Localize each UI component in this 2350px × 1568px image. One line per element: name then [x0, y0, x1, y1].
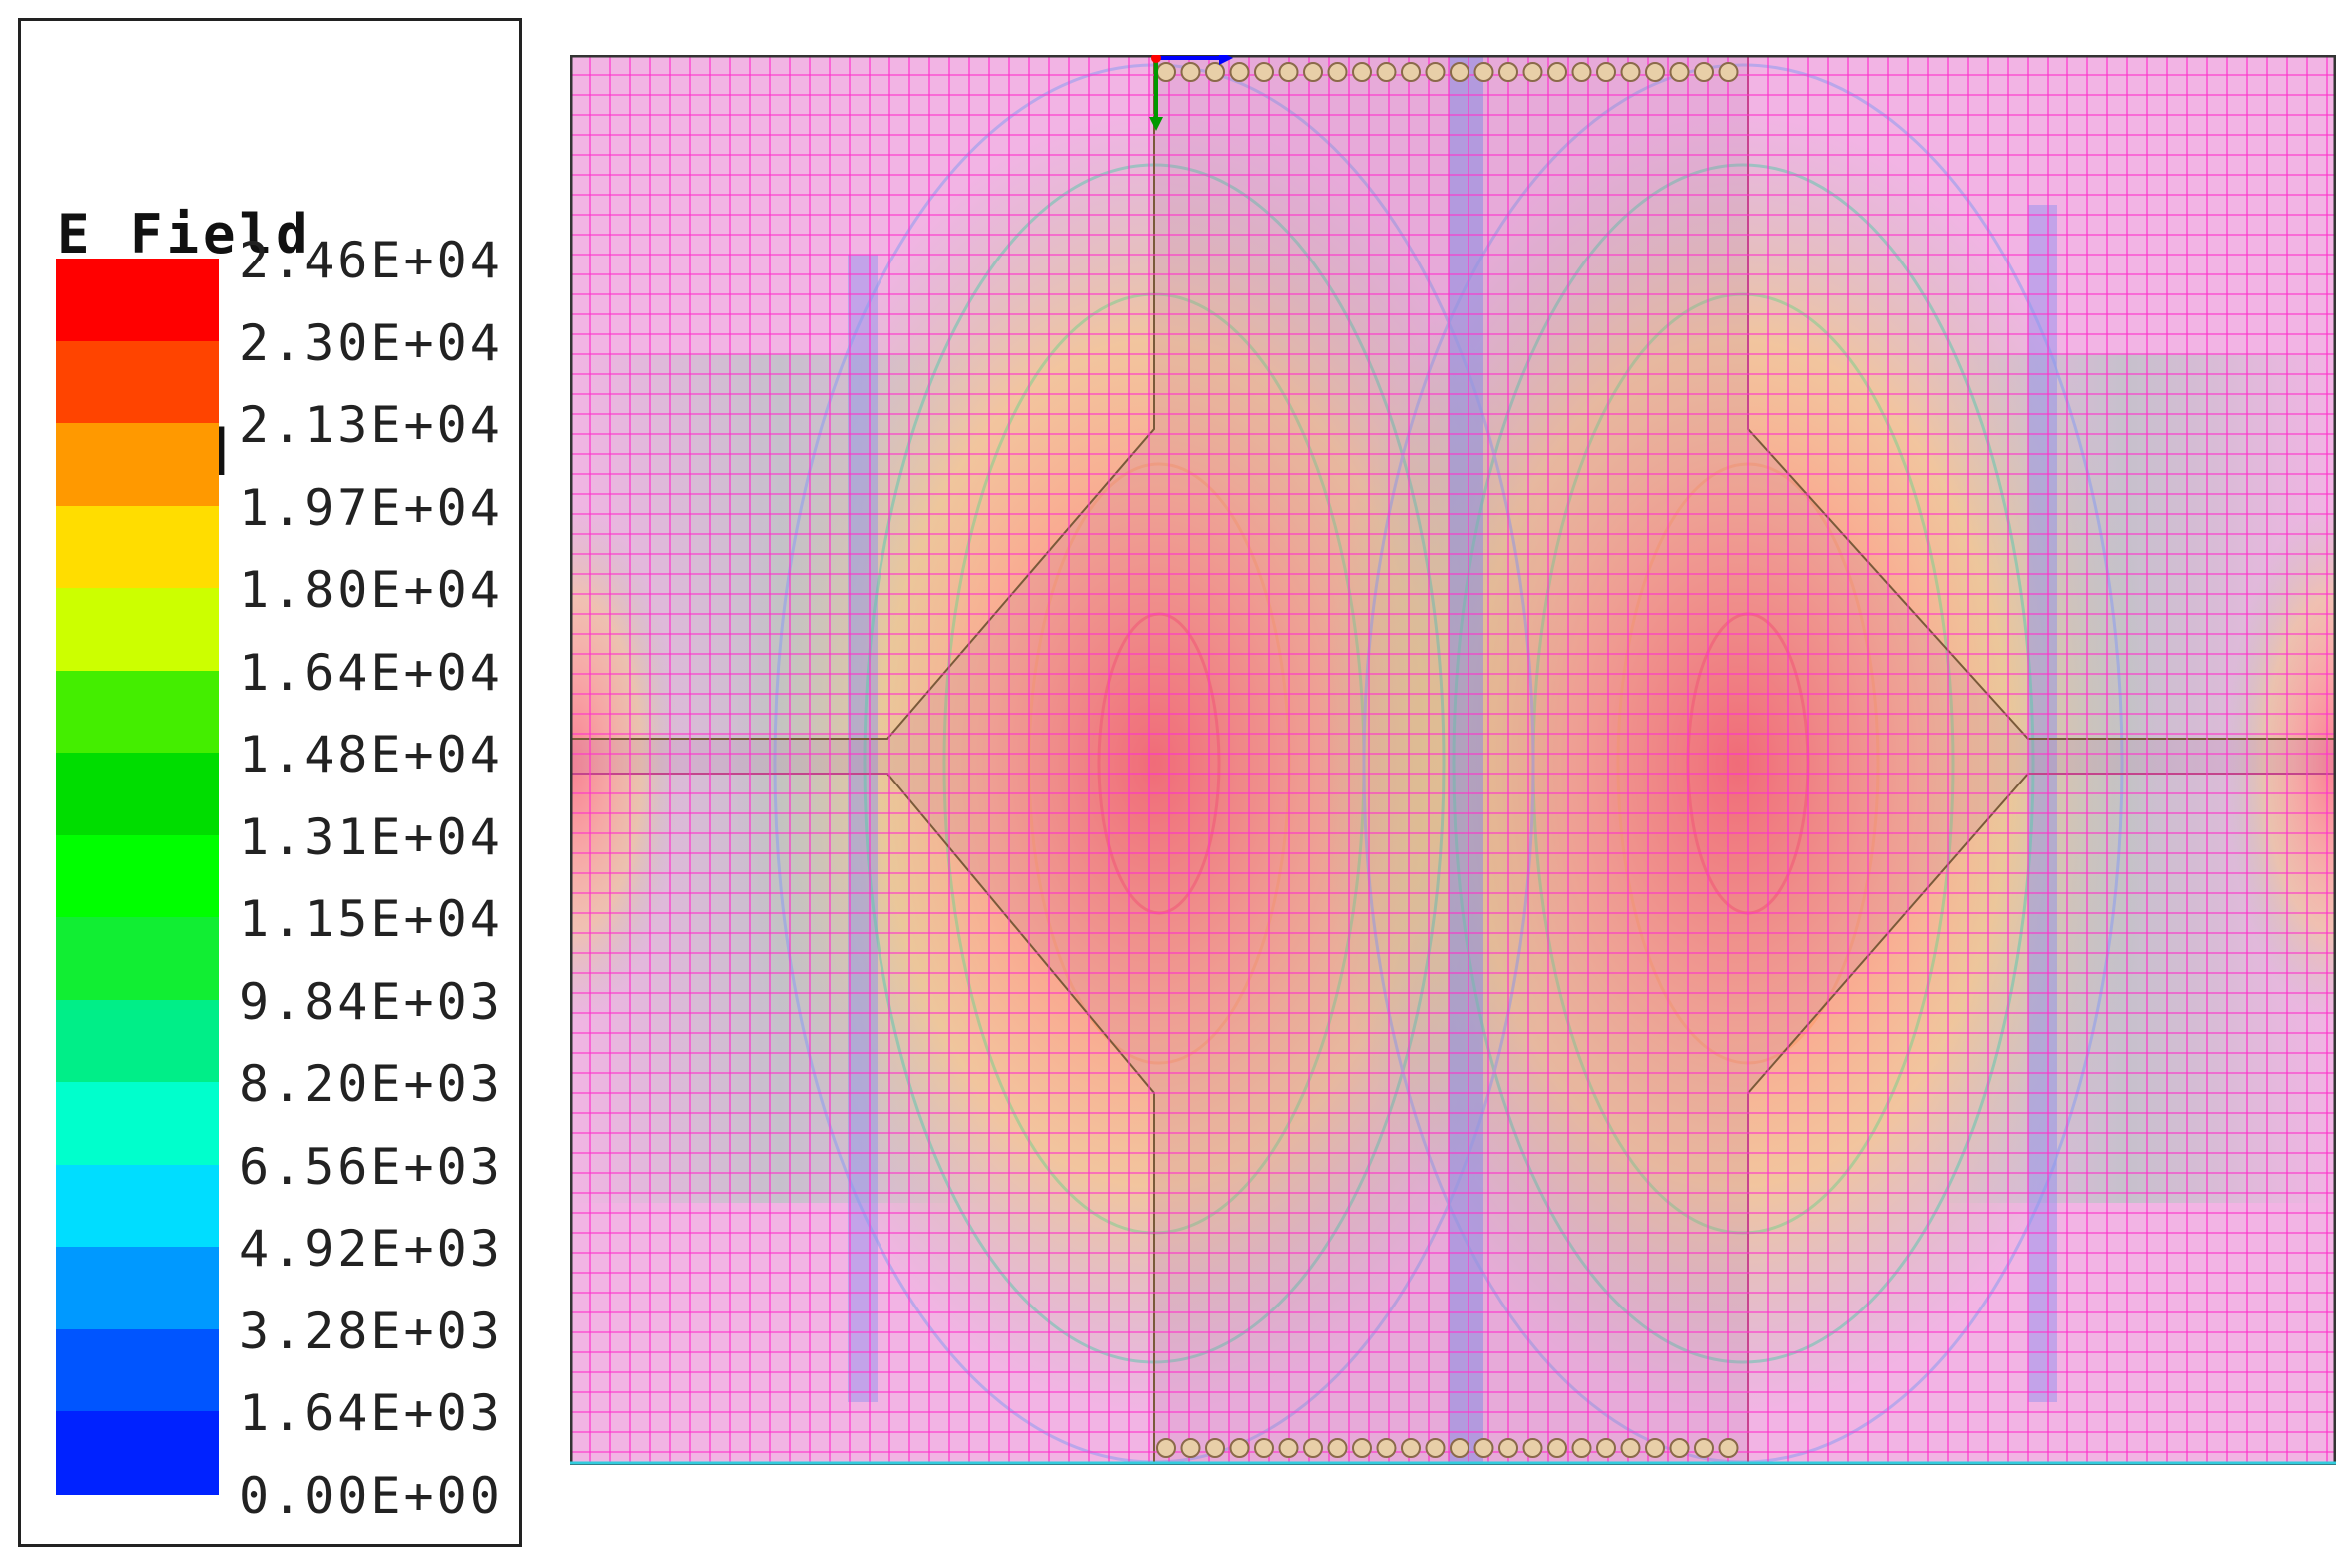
via-hole: [1450, 62, 1469, 82]
color-scale-swatch: [56, 340, 219, 424]
color-scale-swatch: [56, 259, 219, 342]
via-hole: [1645, 62, 1665, 82]
via-hole: [1205, 1438, 1225, 1458]
via-hole: [1425, 62, 1446, 82]
color-scale-swatch: [56, 423, 219, 507]
via-hole: [1254, 62, 1274, 82]
via-hole: [1278, 1438, 1299, 1458]
via-hole: [1498, 62, 1518, 82]
via-hole: [1229, 1438, 1250, 1458]
via-row-top: [1156, 62, 1739, 82]
color-scale-tick-label: 3.28E+03: [239, 1302, 503, 1360]
simulation-mesh-grid: [570, 55, 2336, 1465]
via-hole: [1229, 62, 1250, 82]
via-hole: [1180, 62, 1201, 82]
via-row-bottom: [1156, 1438, 1739, 1458]
via-hole: [1376, 1438, 1397, 1458]
via-hole: [1718, 62, 1739, 82]
via-hole: [1596, 62, 1616, 82]
via-hole: [1694, 62, 1714, 82]
color-scale-tick-label: 4.92E+03: [239, 1220, 503, 1278]
color-scale-swatch: [56, 999, 219, 1083]
via-hole: [1303, 1438, 1323, 1458]
via-hole: [1718, 1438, 1739, 1458]
via-hole: [1205, 62, 1225, 82]
color-scale-tick-label: 1.80E+04: [239, 561, 503, 619]
color-scale-tick-label: 8.20E+03: [239, 1055, 503, 1113]
via-hole: [1522, 1438, 1543, 1458]
color-scale-tick-label: 2.13E+04: [239, 396, 503, 454]
via-hole: [1694, 1438, 1714, 1458]
color-scale-tick-label: 1.48E+04: [239, 726, 503, 784]
via-hole: [1571, 1438, 1592, 1458]
via-hole: [1156, 1438, 1176, 1458]
color-scale-tick-label: 1.64E+04: [239, 643, 503, 702]
color-scale-tick-label: 0.00E+00: [239, 1466, 503, 1525]
color-scale-tick-label: 6.56E+03: [239, 1137, 503, 1196]
color-scale-tick-label: 1.64E+03: [239, 1384, 503, 1442]
via-hole: [1156, 62, 1176, 82]
via-hole: [1303, 62, 1323, 82]
color-scale-tick-label: 1.15E+04: [239, 890, 503, 948]
via-hole: [1278, 62, 1299, 82]
via-hole: [1596, 1438, 1616, 1458]
via-hole: [1547, 62, 1567, 82]
axis-y-arrowhead: [1149, 117, 1163, 131]
via-hole: [1571, 62, 1592, 82]
color-scale-swatch: [56, 588, 219, 672]
color-scale-swatch: [56, 834, 219, 918]
via-hole: [1498, 1438, 1518, 1458]
color-scale-tick-label: 1.31E+04: [239, 807, 503, 866]
via-hole: [1450, 1438, 1469, 1458]
color-scale-swatch: [56, 1164, 219, 1248]
via-hole: [1352, 1438, 1372, 1458]
via-hole: [1327, 1438, 1348, 1458]
color-scale-bar: [56, 259, 219, 1495]
axis-x-arrowhead: [1219, 55, 1233, 65]
color-scale-swatch: [56, 505, 219, 589]
via-hole: [1352, 62, 1372, 82]
via-hole: [1425, 1438, 1446, 1458]
via-hole: [1473, 1438, 1494, 1458]
via-hole: [1254, 1438, 1274, 1458]
field-legend: E Field [V/m] 2.46E+042.30E+042.13E+041.…: [18, 18, 522, 1547]
color-scale-swatch: [56, 1082, 219, 1166]
coordinate-axis-triad: [1149, 55, 1233, 131]
color-scale-tick-label: 2.30E+04: [239, 313, 503, 372]
color-scale-swatch: [56, 917, 219, 1001]
color-scale-swatch: [56, 1247, 219, 1330]
via-hole: [1669, 62, 1690, 82]
color-scale-swatch: [56, 670, 219, 754]
color-scale-swatch: [56, 1411, 219, 1495]
via-hole: [1401, 1438, 1421, 1458]
axis-origin: [1151, 55, 1161, 63]
via-hole: [1180, 1438, 1201, 1458]
via-hole: [1401, 62, 1421, 82]
via-hole: [1669, 1438, 1690, 1458]
legend-title-quantity: E Field: [57, 203, 312, 265]
via-hole: [1645, 1438, 1665, 1458]
via-hole: [1376, 62, 1397, 82]
via-hole: [1522, 62, 1543, 82]
via-hole: [1473, 62, 1494, 82]
color-scale-swatch: [56, 753, 219, 836]
via-hole: [1620, 62, 1641, 82]
field-plot-viewport[interactable]: [570, 55, 2336, 1465]
via-hole: [1327, 62, 1348, 82]
color-scale-swatch: [56, 1328, 219, 1412]
via-hole: [1547, 1438, 1567, 1458]
color-scale-tick-label: 2.46E+04: [239, 232, 503, 289]
color-scale-tick-label: 9.84E+03: [239, 972, 503, 1031]
color-scale-tick-label: 1.97E+04: [239, 478, 503, 537]
microstrip-conductor-shape: [570, 55, 2336, 1465]
via-hole: [1620, 1438, 1641, 1458]
